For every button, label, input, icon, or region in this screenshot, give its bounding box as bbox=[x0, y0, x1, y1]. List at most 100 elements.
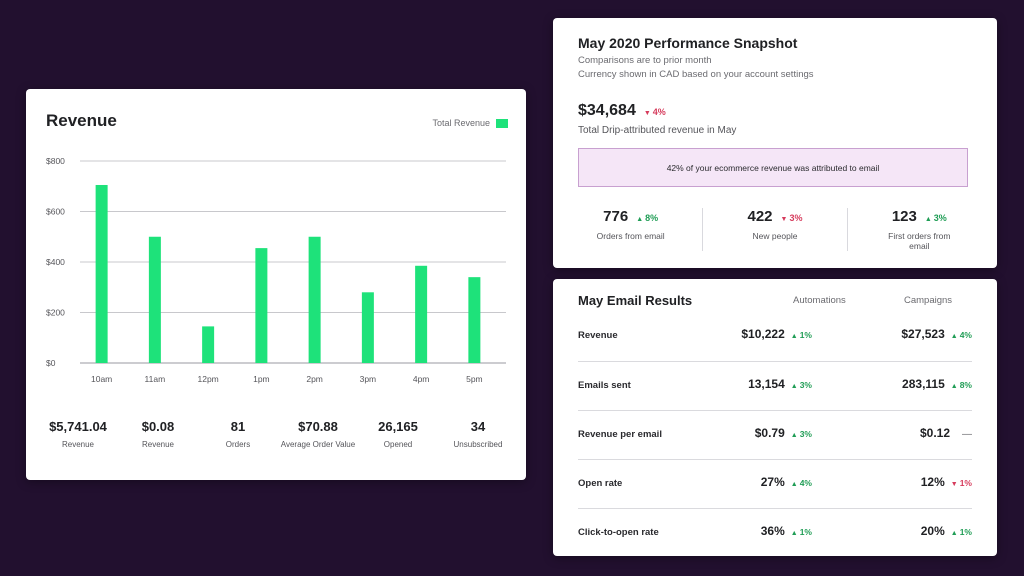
row-label: Revenue per email bbox=[578, 429, 662, 440]
revenue-title: Revenue bbox=[46, 111, 117, 130]
y-tick-label: $400 bbox=[46, 257, 65, 267]
y-tick-label: $0 bbox=[46, 358, 56, 368]
stat-label: Opened bbox=[383, 440, 413, 449]
stat-label: Orders bbox=[225, 440, 251, 449]
x-tick-label: 10am bbox=[91, 374, 112, 384]
kpi-row: 776 ▲ 8% Orders from email 422 ▼ 3% New pe… bbox=[559, 208, 991, 251]
delta: ▲ 1% bbox=[790, 527, 812, 537]
row-label: Open rate bbox=[578, 478, 623, 489]
automations-cell: $0.79 ▲ 3% bbox=[755, 426, 812, 440]
campaigns-cell: $0.12 — bbox=[920, 426, 972, 440]
kpi-new-people: 422 ▼ 3% New people bbox=[702, 208, 846, 251]
bar-10am[interactable] bbox=[95, 184, 108, 363]
up-arrow-icon: ▲ bbox=[790, 530, 798, 537]
bar-3pm[interactable] bbox=[361, 292, 374, 363]
campaigns-value: 283,115 bbox=[902, 377, 945, 391]
up-arrow-icon: ▲ bbox=[790, 333, 798, 340]
delta: ▲ 4% bbox=[950, 330, 972, 340]
total-revenue-label: Total Drip-attributed revenue in May bbox=[578, 125, 737, 136]
total-revenue-value: $34,684 bbox=[578, 102, 636, 119]
kpi-delta: ▲ 3% bbox=[924, 213, 947, 223]
kpi-orders-from-email: 776 ▲ 8% Orders from email bbox=[559, 208, 702, 251]
total-revenue: $34,684 ▼ 4% bbox=[578, 102, 666, 120]
delta: ▲ 3% bbox=[790, 429, 812, 439]
x-tick-label: 4pm bbox=[413, 374, 430, 384]
automations-value: $10,222 bbox=[741, 327, 785, 341]
no-change-dash: — bbox=[962, 429, 972, 440]
kpi-delta: ▲ 8% bbox=[636, 213, 659, 223]
campaigns-cell: 283,115 ▲ 8% bbox=[902, 377, 972, 391]
x-tick-label: 5pm bbox=[466, 374, 483, 384]
automations-value: 36% bbox=[760, 524, 785, 538]
delta: ▲ 4% bbox=[790, 478, 812, 488]
up-arrow-icon: ▲ bbox=[636, 216, 644, 223]
table-row: Revenue per email $0.79 ▲ 3% $0.12 — bbox=[578, 410, 972, 459]
campaigns-value: $27,523 bbox=[901, 327, 945, 341]
revenue-card: Revenue Total Revenue $0 $200 $400 $600 $800… bbox=[26, 89, 526, 480]
up-arrow-icon: ▲ bbox=[950, 530, 958, 537]
automations-cell: 36% ▲ 1% bbox=[761, 524, 812, 538]
bar-2pm[interactable] bbox=[308, 236, 321, 363]
snapshot-subtitle: Comparisons are to prior month bbox=[578, 55, 712, 66]
delta: ▲ 3% bbox=[790, 380, 812, 390]
automations-cell: 13,154 ▲ 3% bbox=[748, 377, 812, 391]
stat-unsubscribed: 34 Unsubscribed bbox=[438, 419, 518, 450]
stat-orders: 81 Orders bbox=[198, 419, 278, 450]
kpi-label: New people bbox=[752, 231, 798, 241]
delta: ▼ 1% bbox=[950, 478, 972, 488]
up-arrow-icon: ▲ bbox=[950, 383, 958, 390]
campaigns-cell: 12% ▼ 1% bbox=[921, 475, 972, 489]
y-tick-label: $200 bbox=[46, 308, 65, 318]
bar-1pm[interactable] bbox=[255, 248, 268, 363]
bar-4pm[interactable] bbox=[415, 265, 428, 363]
campaigns-cell: 20% ▲ 1% bbox=[921, 524, 972, 538]
row-label: Emails sent bbox=[578, 380, 631, 391]
revenue-bar-chart: $0 $200 $400 $600 $800 10am 11am 12pm 1pm 2pm 3pm 4… bbox=[46, 156, 506, 384]
column-header-campaigns: Campaigns bbox=[904, 295, 953, 306]
legend-swatch bbox=[496, 118, 508, 128]
stat-revenue-per: $0.08 Revenue bbox=[118, 419, 198, 450]
kpi-first-orders: 123 ▲ 3% First orders from email bbox=[846, 208, 991, 251]
campaigns-value: $0.12 bbox=[919, 426, 950, 440]
x-tick-label: 1pm bbox=[253, 374, 270, 384]
up-arrow-icon: ▲ bbox=[790, 432, 798, 439]
table-row: Open rate 27% ▲ 4% 12% ▼ 1% bbox=[578, 459, 972, 508]
bar-5pm[interactable] bbox=[468, 277, 481, 363]
legend-label: Total Revenue bbox=[432, 118, 490, 128]
table-row: Emails sent 13,154 ▲ 3% 283,115 ▲ 8% bbox=[578, 361, 972, 410]
row-label: Click-to-open rate bbox=[578, 527, 659, 538]
kpi-label: Orders from email bbox=[596, 231, 665, 241]
stat-label: Revenue bbox=[61, 440, 95, 449]
stat-aov: $70.88 Average Order Value bbox=[278, 419, 358, 450]
kpi-value: 422 bbox=[747, 208, 773, 225]
stat-value: 81 bbox=[230, 419, 246, 434]
up-arrow-icon: ▲ bbox=[790, 481, 798, 488]
campaigns-cell: $27,523 ▲ 4% bbox=[901, 327, 972, 341]
down-arrow-icon: ▼ bbox=[780, 216, 788, 223]
y-tick-label: $800 bbox=[46, 156, 65, 166]
bar-11am[interactable] bbox=[148, 236, 161, 363]
stat-value: $0.08 bbox=[141, 419, 175, 434]
total-revenue-delta: ▼ 4% bbox=[643, 107, 666, 117]
automations-cell: 27% ▲ 4% bbox=[761, 475, 812, 489]
delta: ▲ 1% bbox=[790, 330, 812, 340]
stat-value: $5,741.04 bbox=[49, 419, 107, 434]
x-tick-label: 11am bbox=[145, 374, 166, 384]
x-tick-label: 3pm bbox=[360, 374, 377, 384]
up-arrow-icon: ▲ bbox=[790, 383, 798, 390]
bar-12pm[interactable] bbox=[202, 326, 215, 363]
down-arrow-icon: ▼ bbox=[950, 481, 958, 488]
chart-legend: Total Revenue bbox=[432, 118, 508, 128]
kpi-value: 776 bbox=[603, 208, 629, 225]
x-tick-label: 2pm bbox=[306, 374, 323, 384]
automations-value: 27% bbox=[760, 475, 785, 489]
revenue-stats-row: $5,741.04 Revenue $0.08 Revenue 81 Order… bbox=[38, 419, 518, 450]
kpi-delta: ▼ 3% bbox=[780, 213, 803, 223]
email-results-card: May Email Results Automations Campaigns … bbox=[553, 279, 997, 556]
delta: ▲ 8% bbox=[950, 380, 972, 390]
stat-value: $70.88 bbox=[298, 419, 338, 434]
x-tick-label: 12pm bbox=[197, 374, 218, 384]
performance-snapshot-card: May 2020 Performance Snapshot Comparison… bbox=[553, 18, 997, 268]
y-tick-label: $600 bbox=[46, 207, 65, 217]
kpi-value: 123 bbox=[891, 208, 917, 225]
